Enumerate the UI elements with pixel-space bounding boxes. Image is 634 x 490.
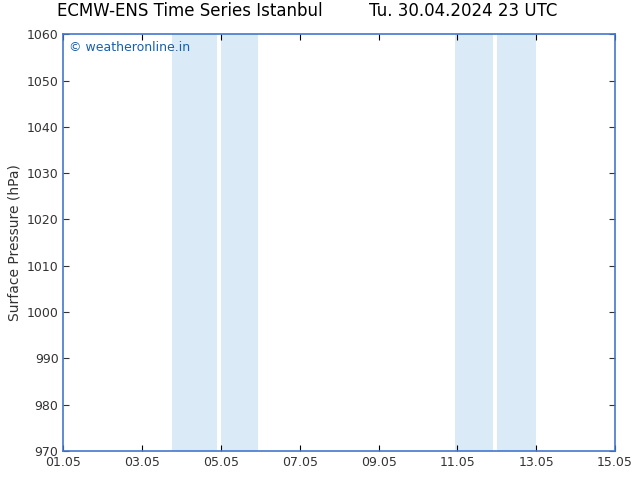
Text: © weatheronline.in: © weatheronline.in	[69, 41, 190, 53]
Text: Tu. 30.04.2024 23 UTC: Tu. 30.04.2024 23 UTC	[368, 1, 557, 20]
Bar	[455, 34, 493, 451]
Bar	[221, 34, 259, 451]
Y-axis label: Surface Pressure (hPa): Surface Pressure (hPa)	[7, 164, 21, 321]
Bar	[497, 34, 536, 451]
Text: ECMW-ENS Time Series Istanbul: ECMW-ENS Time Series Istanbul	[58, 1, 323, 20]
Bar	[172, 34, 217, 451]
